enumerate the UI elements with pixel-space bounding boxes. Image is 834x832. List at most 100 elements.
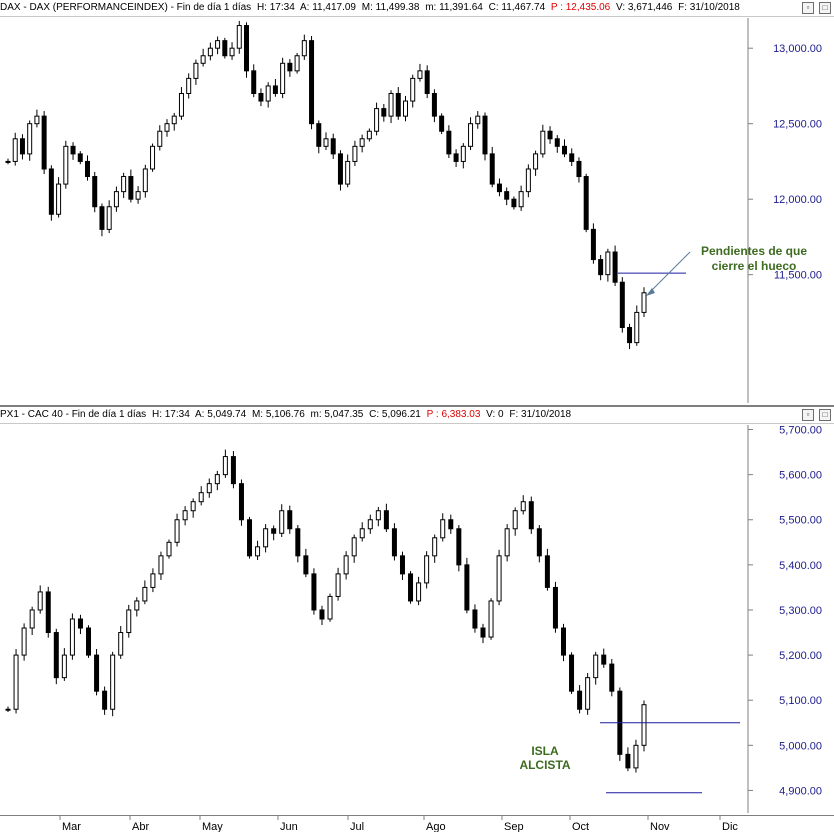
dax-candle <box>511 198 517 208</box>
dax-annotation-line2: cierre el hueco <box>712 259 797 273</box>
dax-high: M: 11,499.38 <box>361 2 420 13</box>
dax-candle <box>121 176 127 193</box>
dax-prev: P : 12,435.06 <box>550 2 611 13</box>
dax-candle <box>316 123 322 147</box>
dax-title: DAX - DAX (PERFORMANCEINDEX) - Fin de dí… <box>0 2 252 13</box>
x-axis: Mar Abr May Jun Jul Ago Sep Oct Nov Dic <box>59 815 738 832</box>
dax-candle <box>547 130 553 140</box>
cac-title: PX1 - CAC 40 - Fin de día 1 días <box>0 409 147 420</box>
cac-volume: V: 0 <box>486 409 504 420</box>
x-tick-label: Dic <box>722 821 738 832</box>
cac-candle <box>335 573 341 597</box>
x-tick-label: Oct <box>572 821 589 832</box>
dax-candle <box>34 115 40 125</box>
cac-candle <box>480 627 486 638</box>
dax-hour: H: 17:34 <box>256 2 295 13</box>
dax-candle <box>193 62 199 79</box>
cac-candle <box>311 573 317 611</box>
cac-candle <box>399 555 405 575</box>
cac-candle <box>86 627 92 656</box>
dax-candle <box>113 191 119 208</box>
cac-candle <box>536 528 542 557</box>
cac-y-tick-label: 5,200.00 <box>779 650 822 662</box>
cac-candle <box>134 600 140 611</box>
cac-candle <box>287 510 293 530</box>
x-tick-label: Nov <box>650 821 670 832</box>
dax-candle <box>337 153 343 185</box>
dax-candle <box>475 115 481 125</box>
dax-candle <box>431 92 437 117</box>
dax-candle <box>244 25 249 72</box>
dax-candle <box>85 160 90 178</box>
dax-date: F: 31/10/2018 <box>678 2 740 13</box>
cac-candle <box>77 618 83 629</box>
dax-y-tick-label: 12,500.00 <box>773 119 822 131</box>
dax-close: C: 11,467.74 <box>488 2 546 13</box>
dax-maximize-button[interactable]: □ <box>819 2 831 14</box>
dax-candle <box>641 292 647 313</box>
cac-candle <box>520 501 526 512</box>
dax-y-tick-label: 11,500.00 <box>774 270 822 282</box>
dax-candle <box>598 259 604 276</box>
cac-candle <box>625 753 631 769</box>
cac-candle <box>230 456 236 485</box>
cac-candle <box>247 519 253 557</box>
x-tick-label: May <box>202 821 223 832</box>
cac-candle <box>5 708 11 711</box>
cac-y-tick-label: 5,100.00 <box>779 695 822 707</box>
dax-candle <box>562 145 567 155</box>
cac-candle <box>69 618 75 656</box>
dax-candle <box>229 47 235 57</box>
cac-candle <box>295 528 301 557</box>
panel-divider[interactable] <box>0 405 834 407</box>
cac-candle <box>383 510 389 530</box>
cac-candle <box>174 519 180 543</box>
cac-candle <box>528 501 534 530</box>
dax-candle <box>540 130 546 155</box>
cac-candle <box>166 541 172 557</box>
dax-volume: V: 3,671,446 <box>616 2 673 13</box>
dax-candle <box>634 311 640 344</box>
cac-chart-header: PX1 - CAC 40 - Fin de día 1 días H: 17:3… <box>0 407 834 424</box>
cac-candle <box>577 690 583 710</box>
dax-candle <box>309 40 315 125</box>
cac-candle <box>158 555 164 575</box>
x-axis-baseline <box>0 815 834 816</box>
dax-minimize-button[interactable]: ▫ <box>802 2 814 14</box>
dax-chart: 13,000.00 12,500.00 12,000.00 11,500.00 Pend… <box>5 18 822 403</box>
cac-candle <box>633 744 639 769</box>
dax-annotation-arrowhead <box>646 288 655 296</box>
dax-candle <box>164 123 170 132</box>
dax-candle <box>619 281 625 329</box>
cac-chart: 5,700.00 5,600.00 5,500.00 5,400.00 5,300.00… <box>5 425 822 813</box>
cac-annotation-line1: ISLA <box>531 744 559 758</box>
dax-candle <box>178 92 184 117</box>
dax-candle <box>215 40 221 49</box>
cac-annotation-line2: ALCISTA <box>519 758 570 772</box>
cac-candle <box>53 632 59 679</box>
cac-maximize-button[interactable]: □ <box>819 409 831 421</box>
cac-hour: H: 17:34 <box>151 409 190 420</box>
cac-close: C: 5,096.21 <box>369 409 421 420</box>
cac-candle <box>593 654 599 679</box>
dax-candle <box>388 92 394 117</box>
dax-candle <box>135 191 141 200</box>
cac-candle <box>617 690 623 755</box>
cac-candle <box>271 528 277 534</box>
cac-candle <box>37 591 43 611</box>
dax-candle <box>19 138 25 155</box>
cac-candle <box>279 510 285 534</box>
cac-high: M: 5,106.76 <box>251 409 305 420</box>
cac-candle <box>456 528 462 566</box>
cac-candle <box>327 595 333 620</box>
cac-candle <box>118 632 124 656</box>
cac-y-tick-label: 5,600.00 <box>779 470 822 482</box>
x-tick-label: Abr <box>132 821 149 832</box>
cac-candle <box>641 704 647 746</box>
cac-candle <box>512 510 518 530</box>
dax-candle <box>56 183 62 215</box>
cac-candle <box>448 519 454 530</box>
cac-candle <box>440 519 446 539</box>
dax-candle <box>576 160 582 178</box>
cac-minimize-button[interactable]: ▫ <box>802 409 814 421</box>
